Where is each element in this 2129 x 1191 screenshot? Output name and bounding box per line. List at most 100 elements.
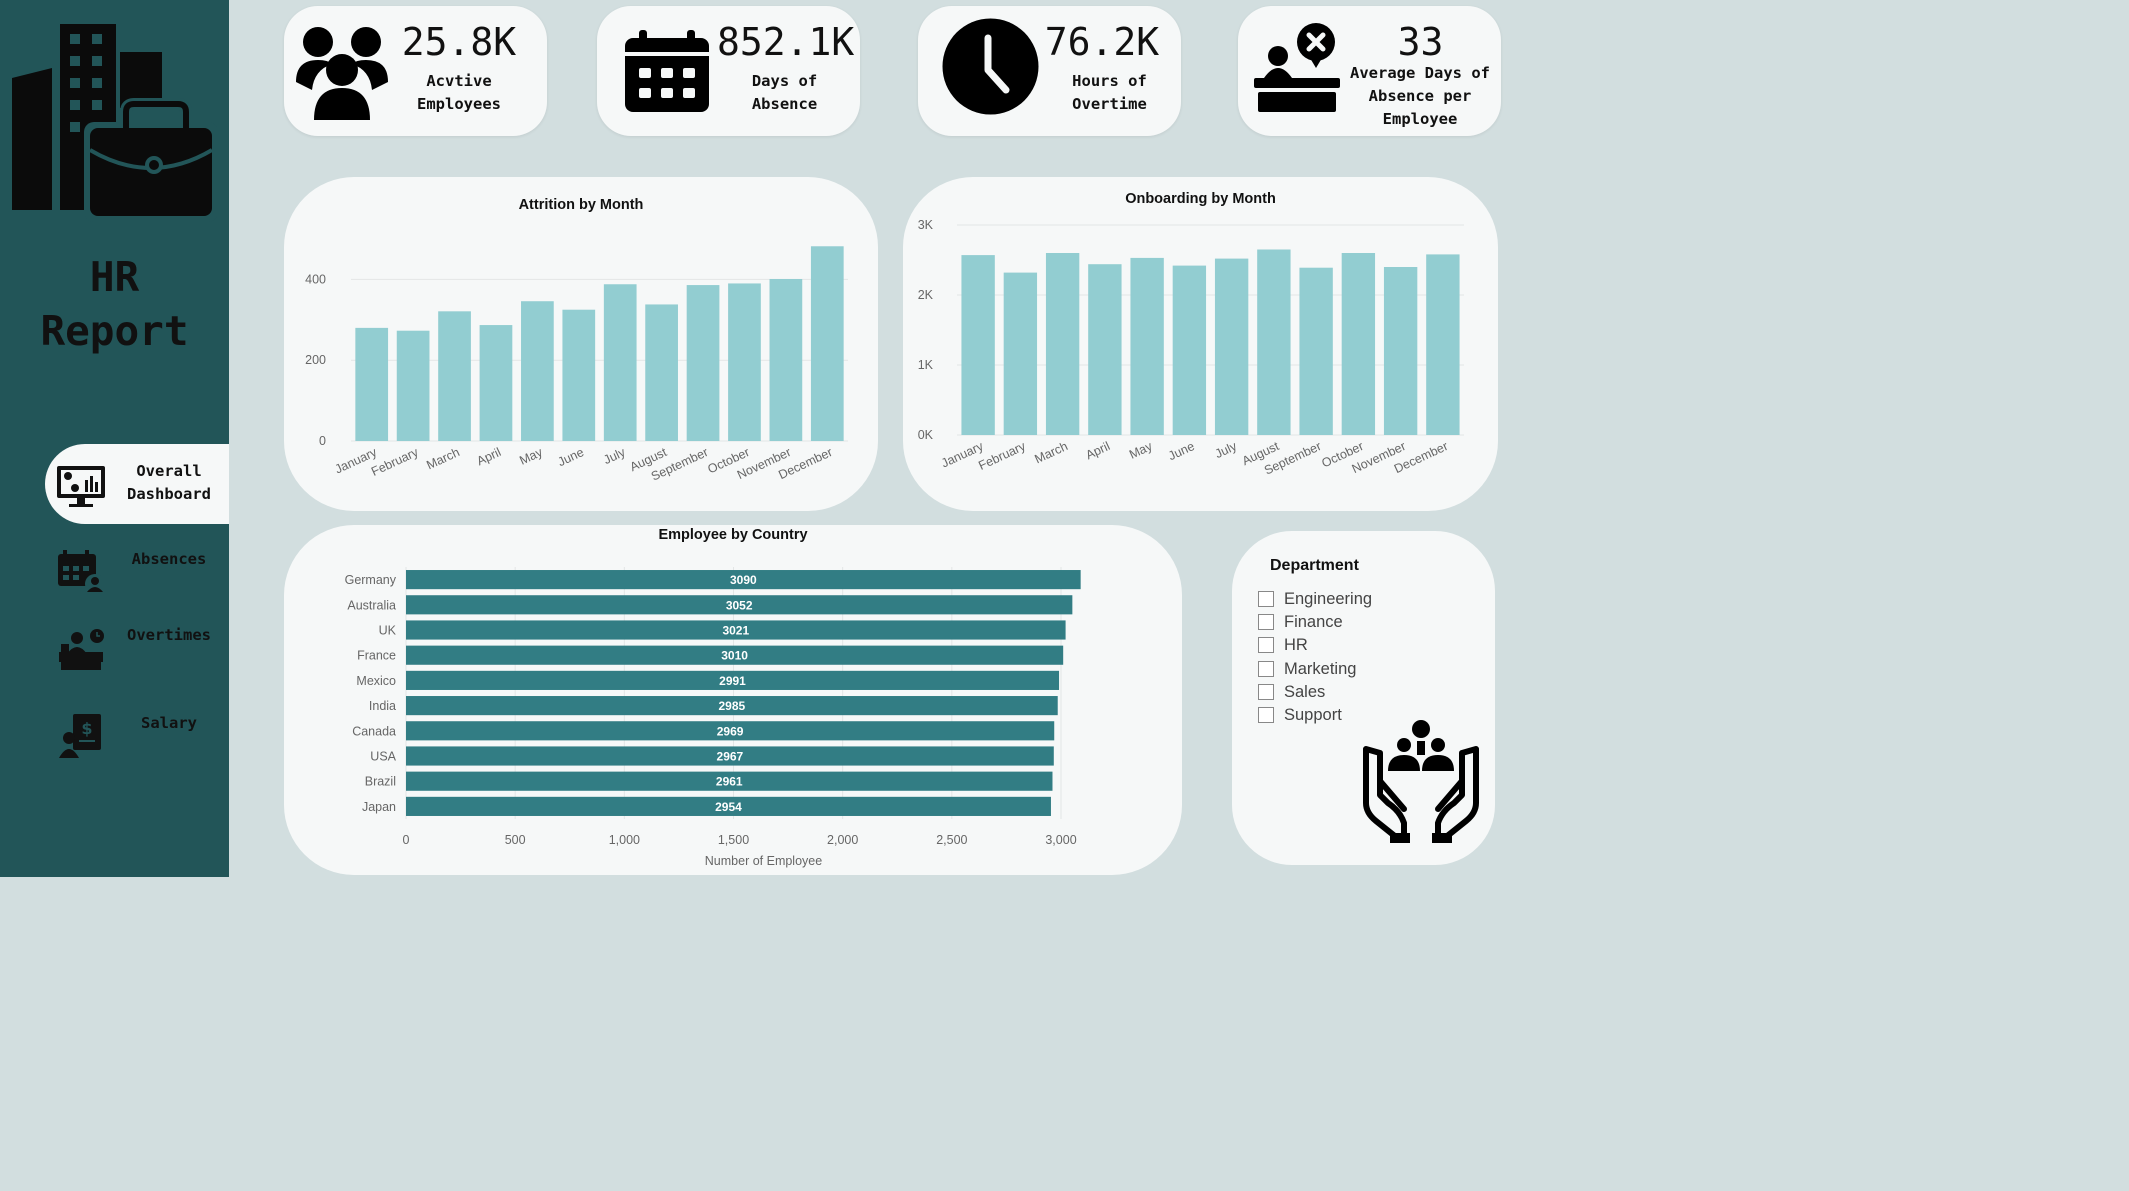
kpi-label-line2: Absence [751, 95, 818, 113]
x-tick-label: February [369, 445, 421, 479]
bar [479, 325, 513, 441]
bar-data-label: 2985 [719, 699, 746, 713]
bar [645, 304, 678, 441]
bar [406, 771, 1053, 791]
people-group-icon [296, 27, 388, 120]
department-option-hr[interactable]: HR [1258, 634, 1308, 656]
nav-salary[interactable]: $ Salary [45, 694, 229, 774]
bar [406, 696, 1058, 716]
report-title-line2: Report [40, 307, 189, 355]
team-care-hands-icon [1363, 720, 1479, 843]
bar [686, 285, 720, 441]
x-tick-label: June [556, 445, 587, 469]
bar [769, 278, 803, 441]
report-title-line1: HR [89, 253, 140, 301]
bar-data-label: 3010 [721, 649, 748, 663]
bar [1088, 264, 1122, 435]
nav-label-line2: Dashboard [127, 485, 211, 503]
svg-text:$: $ [81, 719, 92, 738]
department-option-label: Sales [1284, 682, 1326, 701]
bar-data-label: 2967 [717, 750, 744, 764]
chart-title: Employee by Country [658, 527, 808, 543]
x-tick-label: June [1166, 439, 1197, 463]
chart-title: Attrition by Month [518, 197, 644, 213]
bar [406, 746, 1054, 766]
kpi-label-line3: Employee [1382, 110, 1458, 128]
department-option-label: Support [1284, 705, 1342, 724]
x-tick-label: 2,500 [936, 833, 967, 847]
bar [406, 670, 1060, 690]
bar [1045, 253, 1080, 435]
employee-by-country-chart: 0 500 1,000 1,500 2,000 2,500 3,000 3090 Germany… [345, 567, 1081, 868]
department-option-sales[interactable]: Sales [1258, 681, 1325, 703]
department-slicer: Department Engineering Finance HR Market… [1232, 531, 1495, 865]
department-option-label: HR [1284, 635, 1308, 654]
department-option-label: Engineering [1284, 589, 1373, 608]
y-tick-label: Germany [345, 573, 397, 587]
bar-data-label: 3021 [722, 624, 749, 638]
y-tick-label: 1K [918, 358, 934, 372]
calendar-person-icon [58, 550, 105, 594]
nav-overtimes-label: Overtimes [127, 626, 211, 644]
department-checkbox[interactable] [1258, 661, 1274, 677]
y-tick-label: France [357, 649, 396, 663]
y-tick-label: 0K [918, 428, 934, 442]
x-tick-label: May [1127, 439, 1155, 462]
department-checkbox[interactable] [1258, 684, 1274, 700]
bar-data-label: 3052 [726, 598, 753, 612]
y-tick-label: 2K [918, 288, 934, 302]
department-checkbox[interactable] [1258, 614, 1274, 630]
bar [438, 311, 471, 441]
country-chart-card: Employee by Country 0 500 1,000 1,500 2,000 2… [284, 525, 1182, 875]
x-tick-label: April [475, 445, 504, 468]
y-tick-label: 3K [918, 218, 934, 232]
department-checkbox[interactable] [1258, 591, 1274, 607]
department-option-label: Finance [1284, 612, 1343, 631]
bar [406, 570, 1081, 590]
bar [1130, 257, 1164, 435]
x-tick-label: 500 [505, 833, 526, 847]
bar-data-label: 2969 [717, 724, 744, 738]
bar [406, 595, 1073, 615]
kpi-days-of-absence: 852.1K Days of Absence [597, 6, 860, 136]
y-tick-label: Brazil [365, 775, 396, 789]
department-checkbox[interactable] [1258, 707, 1274, 723]
x-tick-label: April [1084, 439, 1113, 462]
department-option-finance[interactable]: Finance [1258, 611, 1343, 633]
y-tick-label: Australia [347, 598, 396, 612]
kpi-label-line1: Hours of [1072, 72, 1147, 90]
department-option-support[interactable]: Support [1258, 704, 1342, 726]
department-option-engineering[interactable]: Engineering [1258, 588, 1372, 610]
nav-overall-dashboard[interactable]: Overall Dashboard [45, 444, 229, 524]
kpi-value: 33 [1397, 20, 1444, 64]
bar [562, 309, 596, 441]
y-tick-label: 400 [305, 272, 326, 286]
department-slicer-title: Department [1270, 557, 1359, 574]
x-tick-label: 1,500 [718, 833, 749, 847]
chart-title: Onboarding by Month [1125, 191, 1276, 207]
desk-worker-icon [59, 629, 104, 670]
x-tick-label: 1,000 [609, 833, 640, 847]
sidebar: HR Report Overall Dashboard Absences [0, 0, 229, 877]
bar [396, 330, 430, 441]
nav-absences[interactable]: Absences [45, 530, 229, 610]
nav-overall-dashboard-label: Overall Dashboard [113, 460, 225, 506]
department-checkbox[interactable] [1258, 637, 1274, 653]
clock-icon [942, 18, 1039, 115]
absent-desk-icon [1254, 23, 1340, 112]
y-tick-label: India [369, 699, 396, 713]
x-tick-label: March [1032, 439, 1069, 466]
department-option-marketing[interactable]: Marketing [1258, 658, 1356, 680]
bar [728, 283, 761, 441]
kpi-label: Average Days of Absence per Employee [1346, 62, 1494, 131]
kpi-label-line2: Overtime [1072, 95, 1147, 113]
bar [1341, 253, 1376, 435]
dashboard-monitor-icon [57, 466, 105, 507]
y-tick-label: USA [370, 750, 396, 764]
kpi-label-line2: Absence per [1368, 87, 1472, 105]
nav-overtimes[interactable]: Overtimes [45, 606, 229, 686]
bar-data-label: 2961 [716, 775, 743, 789]
nav-label-line1: Overall [136, 462, 202, 480]
